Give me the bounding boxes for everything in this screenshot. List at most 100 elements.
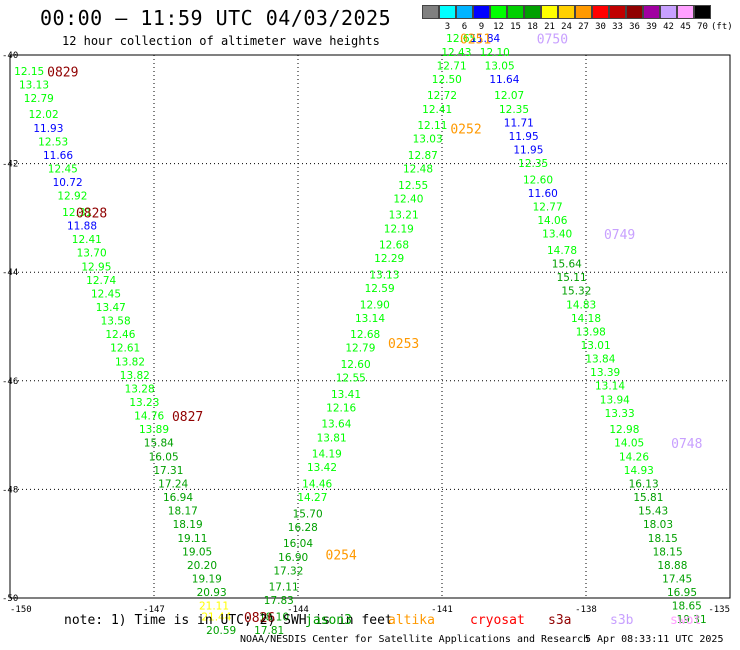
wave-height-label: 14.18 bbox=[571, 313, 601, 325]
wave-height-label: 11.84 bbox=[470, 33, 500, 45]
wave-height-label: 14.06 bbox=[537, 215, 567, 227]
wave-height-label: 12.50 bbox=[432, 74, 462, 86]
wave-height-label: 14.46 bbox=[302, 478, 332, 490]
wave-height-label: 16.28 bbox=[288, 522, 318, 534]
wave-height-label: 13.58 bbox=[101, 316, 131, 328]
scale-label: 30 bbox=[595, 22, 606, 32]
wave-height-label: 19.19 bbox=[192, 573, 222, 585]
wave-height-label: 18.88 bbox=[657, 560, 687, 572]
wave-height-label: 13.13 bbox=[19, 79, 49, 91]
wave-height-label: 12.35 bbox=[518, 158, 548, 170]
color-scale bbox=[422, 5, 711, 19]
wave-height-label: 13.81 bbox=[317, 432, 347, 444]
scale-label: 70 bbox=[697, 22, 708, 32]
pass-time-label: 0750 bbox=[537, 33, 568, 48]
wave-height-label: 12.16 bbox=[326, 402, 356, 414]
wave-height-label: 20.93 bbox=[197, 587, 227, 599]
wave-height-label: 21.44 bbox=[201, 612, 231, 624]
scale-label: 21 bbox=[544, 22, 555, 32]
wave-height-label: 12.15 bbox=[14, 66, 44, 78]
wave-height-label: 13.82 bbox=[120, 370, 150, 382]
pass-time-label: 0749 bbox=[604, 228, 635, 243]
wave-height-label: 12.77 bbox=[533, 202, 563, 214]
wave-height-label: 13.14 bbox=[355, 313, 385, 325]
wave-height-label: 17.81 bbox=[254, 625, 284, 637]
wave-height-label: 12.35 bbox=[499, 104, 529, 116]
wave-height-label: 13.41 bbox=[331, 389, 361, 401]
scale-label: 9 bbox=[478, 22, 485, 32]
wave-height-label: 13.05 bbox=[485, 60, 515, 72]
wave-height-label: 12.10 bbox=[480, 47, 510, 59]
wave-height-label: 13.13 bbox=[369, 269, 399, 281]
color-scale-labels: 3 6 9 12 15 18 21 24 27 30 33 36 39 42 45 70 bbox=[422, 22, 711, 32]
wave-height-label: 12.43 bbox=[441, 47, 471, 59]
wave-height-label: 17.45 bbox=[662, 573, 692, 585]
wave-height-label: 14.93 bbox=[624, 465, 654, 477]
wave-height-label: 12.31 bbox=[62, 207, 92, 219]
wave-height-label: 13.01 bbox=[581, 340, 611, 352]
wave-height-label: 13.64 bbox=[321, 419, 351, 431]
scale-swatch bbox=[592, 5, 609, 19]
wave-height-label: 11.95 bbox=[513, 145, 543, 157]
wave-height-label: 15.11 bbox=[557, 272, 587, 284]
wave-height-label: 12.92 bbox=[57, 191, 87, 203]
x-tick-label: -135 bbox=[708, 605, 730, 615]
wave-height-label: 13.89 bbox=[139, 424, 169, 436]
scale-swatch bbox=[575, 5, 592, 19]
x-tick-label: -147 bbox=[143, 605, 165, 615]
wave-height-label: 13.42 bbox=[307, 462, 337, 474]
page-title: 00:00 – 11:59 UTC 04/03/2025 bbox=[40, 6, 392, 30]
x-tick-label: -150 bbox=[10, 605, 32, 615]
legend-item-s3b: s3b bbox=[610, 613, 634, 628]
wave-height-label: 10.72 bbox=[53, 177, 83, 189]
wave-height-label: 13.70 bbox=[77, 248, 107, 260]
wave-height-label: 12.45 bbox=[48, 164, 78, 176]
legend-item-swot: swot bbox=[670, 613, 702, 628]
wave-height-label: 12.72 bbox=[427, 90, 457, 102]
scale-swatch bbox=[422, 5, 439, 19]
wave-height-label: 13.14 bbox=[595, 381, 625, 393]
wave-height-label: 17.31 bbox=[153, 465, 183, 477]
wave-height-label: 12.41 bbox=[422, 104, 452, 116]
scale-label: 3 bbox=[444, 22, 451, 32]
wave-height-label: 12.95 bbox=[81, 261, 111, 273]
scale-swatch bbox=[677, 5, 694, 19]
wave-height-label: 18.15 bbox=[653, 546, 683, 558]
scale-label: 33 bbox=[612, 22, 623, 32]
y-tick-label: -50 bbox=[2, 594, 18, 604]
wave-height-label: 16.05 bbox=[149, 451, 179, 463]
scale-label: 45 bbox=[680, 22, 691, 32]
wave-height-label: 13.33 bbox=[605, 408, 635, 420]
scale-label: 12 bbox=[493, 22, 504, 32]
wave-height-label: 12.90 bbox=[360, 299, 390, 311]
scale-label: 24 bbox=[561, 22, 572, 32]
wave-height-label: 14.83 bbox=[566, 299, 596, 311]
wave-height-label: 16.90 bbox=[278, 552, 308, 564]
scale-unit: (ft) bbox=[711, 22, 733, 32]
scale-swatch bbox=[524, 5, 541, 19]
pass-time-label: 0252 bbox=[450, 122, 481, 137]
wave-height-label: 14.19 bbox=[312, 449, 342, 461]
wave-height-label: 12.71 bbox=[437, 60, 467, 72]
wave-height-label: 13.03 bbox=[413, 134, 443, 146]
wave-height-label: 13.94 bbox=[600, 394, 630, 406]
credit-line: NOAA/NESDIS Center for Satellite Applica… bbox=[240, 634, 590, 645]
scale-label: 18 bbox=[527, 22, 538, 32]
wave-height-label: 11.95 bbox=[509, 131, 539, 143]
wave-height-label: 20.20 bbox=[187, 560, 217, 572]
wave-height-label: 12.41 bbox=[72, 234, 102, 246]
legend-item-jason3: jason3 bbox=[305, 613, 352, 628]
wave-height-label: 12.98 bbox=[609, 424, 639, 436]
scale-swatch bbox=[694, 5, 711, 19]
wave-height-label: 16.94 bbox=[163, 492, 193, 504]
y-tick-label: -44 bbox=[2, 268, 18, 278]
wave-height-label: 18.17 bbox=[168, 506, 198, 518]
pass-time-label: 0251 bbox=[460, 33, 491, 48]
pass-time-label: 0827 bbox=[172, 410, 203, 425]
x-tick-label: -144 bbox=[287, 605, 309, 615]
wave-height-label: 13.40 bbox=[542, 229, 572, 241]
wave-height-label: 15.43 bbox=[638, 506, 668, 518]
wave-height-label: 13.82 bbox=[115, 356, 145, 368]
wave-height-label: 11.71 bbox=[504, 117, 534, 129]
